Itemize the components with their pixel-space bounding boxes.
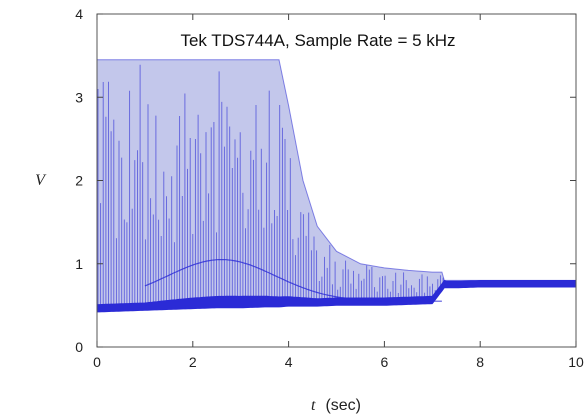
y-tick-label: 2 <box>75 173 83 189</box>
chart-title: Tek TDS744A, Sample Rate = 5 kHz <box>180 31 455 50</box>
envelope-upper-edge <box>97 59 576 281</box>
y-axis-label: V <box>35 172 47 189</box>
x-axis-variable: t <box>311 397 316 414</box>
noise-bump-edge <box>144 259 442 302</box>
signal-spikes <box>97 64 444 310</box>
x-tick-label: 8 <box>476 354 484 370</box>
x-axis-unit: (sec) <box>325 397 361 414</box>
x-tick-label: 6 <box>381 354 389 370</box>
x-tick-label: 10 <box>568 354 584 370</box>
y-tick-label: 1 <box>75 256 83 272</box>
y-tick-label: 3 <box>75 89 83 105</box>
x-tick-label: 4 <box>285 354 293 370</box>
y-tick-label: 4 <box>75 6 83 22</box>
x-tick-label: 0 <box>93 354 101 370</box>
y-tick-label: 0 <box>75 339 83 355</box>
x-axis-label: t (sec) <box>311 397 361 414</box>
axis-ticks: 0 2 4 6 8 10 0 1 2 3 4 <box>75 6 584 370</box>
x-tick-label: 2 <box>189 354 197 370</box>
